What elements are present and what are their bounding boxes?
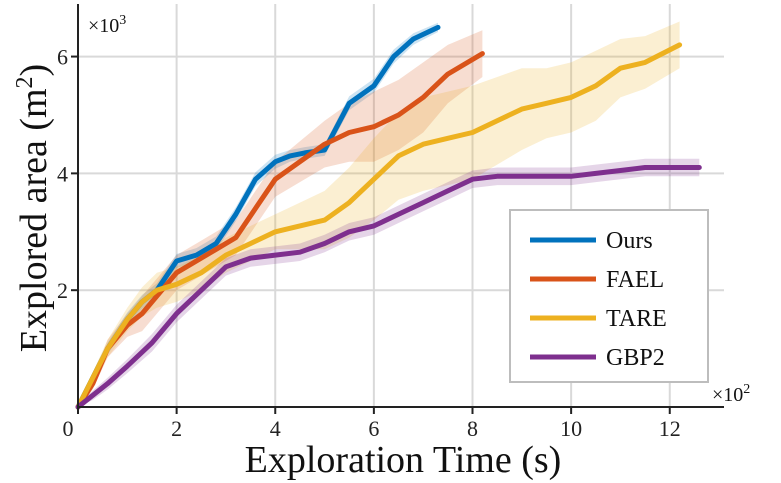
y-multiplier: ×103: [88, 13, 126, 37]
y-tick-label: 6: [57, 45, 68, 70]
legend-label-tare: TARE: [606, 306, 667, 332]
legend-label-gbp2: GBP2: [606, 345, 665, 371]
series-line-fael: [75, 51, 485, 410]
series-line-tare: [75, 42, 683, 410]
x-tick-label: 4: [270, 416, 281, 441]
y-tick-label: 4: [57, 161, 68, 186]
tick-labels: 0 2 4 6 8 10 12 2 4 6: [57, 45, 681, 441]
y-tick-label: 2: [57, 278, 68, 303]
x-tick-label: 0: [63, 416, 74, 441]
legend-label-fael: FAEL: [606, 267, 664, 293]
x-axis-label: Exploration Time (s): [245, 439, 562, 481]
x-tick-label: 10: [560, 416, 582, 441]
axes: [77, 4, 724, 408]
y-axis-label: Explored area (m2): [12, 64, 55, 352]
grid-lines: [78, 4, 724, 407]
band-gbp2: [78, 158, 700, 407]
band-tare: [78, 21, 680, 407]
series-line-gbp2: [75, 165, 702, 410]
x-tick-label: 6: [368, 416, 379, 441]
x-tick-label: 12: [659, 416, 681, 441]
x-tick-label: 2: [171, 416, 182, 441]
x-tick-label: 8: [467, 416, 478, 441]
legend-label-ours: Ours: [606, 228, 653, 254]
x-multiplier: ×102: [712, 382, 750, 406]
series-lines: [75, 24, 702, 410]
legend: Ours FAEL TARE GBP2: [509, 209, 709, 383]
